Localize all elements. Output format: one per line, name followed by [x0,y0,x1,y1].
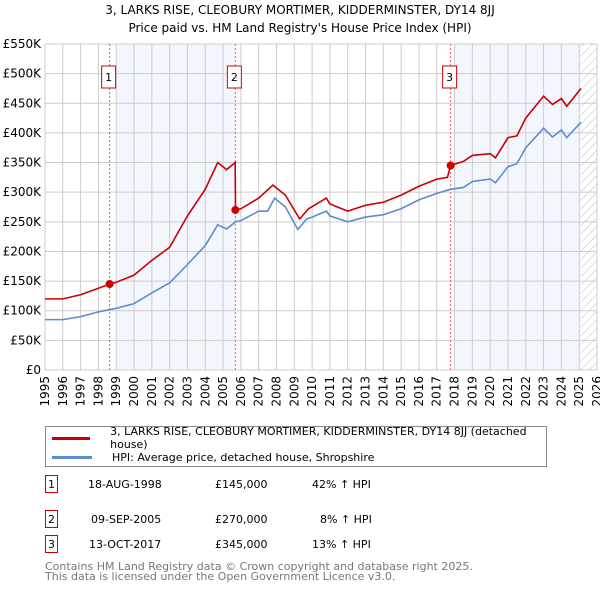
y-tick-label: £500K [3,67,43,81]
x-tick-label: 1995 [38,376,52,407]
x-tick-label: 2017 [430,376,444,407]
y-tick-label: £0 [26,363,41,377]
x-tick-label: 2008 [269,376,283,407]
sale-box [101,65,117,89]
sale-row: 3 13-OCT-2017 £345,000 13% ↑ HPI [45,535,445,555]
y-tick-label: £50K [10,333,42,347]
y-tick-label: £100K [3,304,43,318]
y-tick-label: £450K [3,96,43,110]
y-tick-label: £550K [3,37,43,51]
sale-marker-label: 3 [45,535,58,553]
future-hatch [580,44,597,370]
sale-marker-label: 2 [45,510,58,528]
sale-point [105,280,114,289]
x-tick-label: 2022 [519,376,533,407]
footer-line: Contains HM Land Registry data © Crown c… [45,560,473,573]
sale-hpi: 8% ↑ HPI [320,513,372,526]
legend-label: 3, LARKS RISE, CLEOBURY MORTIMER, KIDDER… [110,425,527,451]
x-tick-label: 2014 [376,376,390,407]
y-tick-label: £300K [3,185,43,199]
footer: Contains HM Land Registry data © Crown c… [45,560,473,583]
x-tick-label: 2000 [127,376,141,407]
shaded-period [116,44,236,370]
sale-box-label: 1 [105,71,112,84]
x-tick-label: 2006 [234,376,248,407]
sale-date: 09-SEP-2005 [91,513,162,526]
y-tick-label: £150K [3,274,43,288]
legend: 3, LARKS RISE, CLEOBURY MORTIMER, KIDDER… [45,425,547,467]
sale-box-label: 3 [446,71,453,84]
sale-date: 13-OCT-2017 [89,538,162,551]
x-tick-label: 1999 [109,376,123,407]
x-tick-label: 1998 [91,376,105,407]
x-tick-label: 2007 [252,376,266,407]
sale-marker-label: 1 [45,475,58,493]
footer-line: This data is licensed under the Open Gov… [45,570,396,583]
x-tick-label: 2024 [554,376,568,407]
sale-price: £145,000 [215,478,268,491]
sale-box [442,65,458,89]
sale-point [231,205,240,214]
y-tick-label: £350K [3,156,43,170]
sale-price: £270,000 [215,513,268,526]
x-tick-label: 2026 [590,376,600,407]
x-tick-label: 2021 [501,376,515,407]
x-tick-label: 2025 [572,376,586,407]
x-tick-label: 1996 [56,376,70,407]
sale-row: 2 09-SEP-2005 £270,000 8% ↑ HPI [45,510,445,530]
chart-svg: 3, LARKS RISE, CLEOBURY MORTIMER, KIDDER… [3,3,600,407]
legend-swatch-red [52,436,91,440]
legend-item-property: 3, LARKS RISE, CLEOBURY MORTIMER, KIDDER… [52,425,546,451]
legend-swatch-blue [52,455,92,459]
x-tick-label: 2018 [448,376,462,407]
x-tick-label: 2012 [341,376,355,407]
y-tick-label: £400K [3,126,43,140]
sale-hpi: 42% ↑ HPI [312,478,371,491]
x-tick-label: 1997 [74,376,88,407]
x-tick-label: 2019 [465,376,479,407]
x-tick-label: 2010 [305,376,319,407]
x-tick-label: 2001 [145,376,159,407]
x-tick-label: 2003 [180,376,194,407]
sale-row: 1 18-AUG-1998 £145,000 42% ↑ HPI [45,475,445,495]
sale-box-label: 2 [231,71,238,84]
x-tick-label: 2004 [198,376,212,407]
legend-item-hpi: HPI: Average price, detached house, Shro… [52,449,374,465]
x-tick-label: 2020 [483,376,497,407]
x-tick-label: 2023 [537,376,551,407]
sale-point [446,161,455,170]
chart-subtitle: Price paid vs. HM Land Registry's House … [128,21,471,35]
x-tick-label: 2015 [394,376,408,407]
series-line [45,87,582,300]
y-tick-label: £200K [3,244,43,258]
y-tick-label: £250K [3,215,43,229]
x-tick-label: 2016 [412,376,426,407]
x-tick-label: 2009 [287,376,301,407]
sale-box [226,65,242,89]
x-tick-label: 2005 [216,376,230,407]
chart-title: 3, LARKS RISE, CLEOBURY MORTIMER, KIDDER… [105,3,495,17]
x-tick-label: 2011 [323,376,337,407]
sale-price: £345,000 [215,538,268,551]
sale-date: 18-AUG-1998 [88,478,162,491]
series-line [45,121,582,321]
shaded-period [454,44,581,370]
x-tick-label: 2013 [359,376,373,407]
legend-label: HPI: Average price, detached house, Shro… [112,450,375,464]
x-tick-label: 2002 [163,376,177,407]
sale-hpi: 13% ↑ HPI [312,538,371,551]
